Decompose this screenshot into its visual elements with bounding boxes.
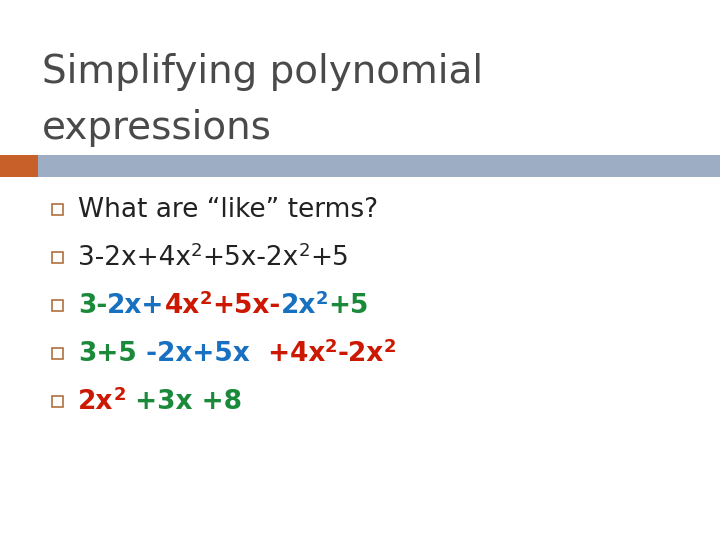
Text: 2: 2 xyxy=(299,242,310,260)
Text: expressions: expressions xyxy=(42,109,272,147)
Bar xyxy=(52,300,63,310)
Text: +3x +8: +3x +8 xyxy=(126,389,242,415)
Text: 2: 2 xyxy=(113,386,126,404)
Bar xyxy=(52,204,63,214)
Text: 3-: 3- xyxy=(78,293,107,319)
Text: +5x-: +5x- xyxy=(212,293,281,319)
Text: 2: 2 xyxy=(384,338,396,356)
Bar xyxy=(52,348,63,359)
Text: 2: 2 xyxy=(325,338,338,356)
Text: -2x: -2x xyxy=(338,341,384,367)
Text: Simplifying polynomial: Simplifying polynomial xyxy=(42,53,483,91)
Text: 2: 2 xyxy=(200,290,212,308)
Text: What are “like” terms?: What are “like” terms? xyxy=(78,197,378,223)
Bar xyxy=(52,395,63,407)
Text: +5: +5 xyxy=(328,293,369,319)
Text: 3+5: 3+5 xyxy=(78,341,137,367)
Text: 2: 2 xyxy=(316,290,328,308)
Text: 2: 2 xyxy=(191,242,202,260)
Text: 2x: 2x xyxy=(281,293,316,319)
Text: 4x: 4x xyxy=(165,293,200,319)
Bar xyxy=(0,155,38,177)
Text: -2x+5x: -2x+5x xyxy=(137,341,258,367)
Text: 2x: 2x xyxy=(78,389,113,415)
Bar xyxy=(0,155,720,177)
Bar xyxy=(52,252,63,262)
Text: +5: +5 xyxy=(310,245,349,271)
Text: 3-2x+4x: 3-2x+4x xyxy=(78,245,191,271)
Text: +4x: +4x xyxy=(258,341,325,367)
Text: 2x+: 2x+ xyxy=(107,293,165,319)
Text: +5x-2x: +5x-2x xyxy=(202,245,299,271)
